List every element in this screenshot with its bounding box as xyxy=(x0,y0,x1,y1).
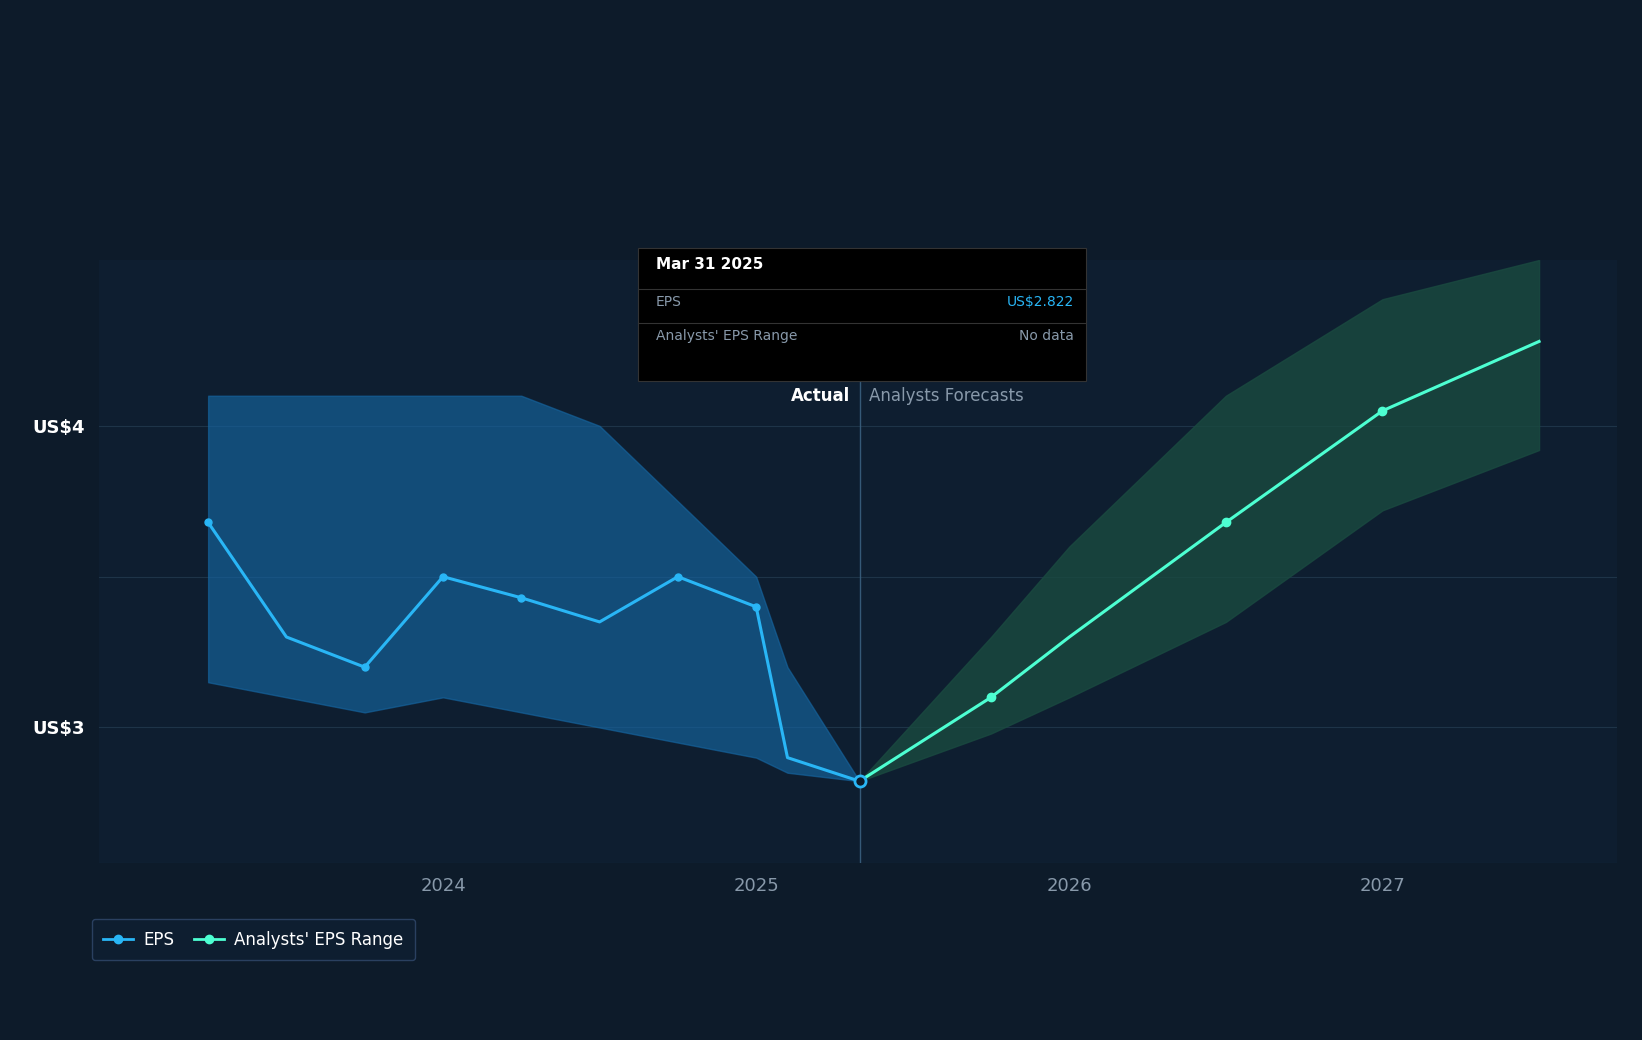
Text: No data: No data xyxy=(1018,330,1074,343)
Text: Analysts Forecasts: Analysts Forecasts xyxy=(869,387,1023,405)
Text: US$2.822: US$2.822 xyxy=(1007,295,1074,309)
Text: Analysts' EPS Range: Analysts' EPS Range xyxy=(655,330,798,343)
FancyBboxPatch shape xyxy=(637,248,1085,381)
Text: EPS: EPS xyxy=(655,295,681,309)
Legend: EPS, Analysts' EPS Range: EPS, Analysts' EPS Range xyxy=(92,919,415,960)
Text: Actual: Actual xyxy=(791,387,851,405)
Text: Mar 31 2025: Mar 31 2025 xyxy=(655,257,764,272)
